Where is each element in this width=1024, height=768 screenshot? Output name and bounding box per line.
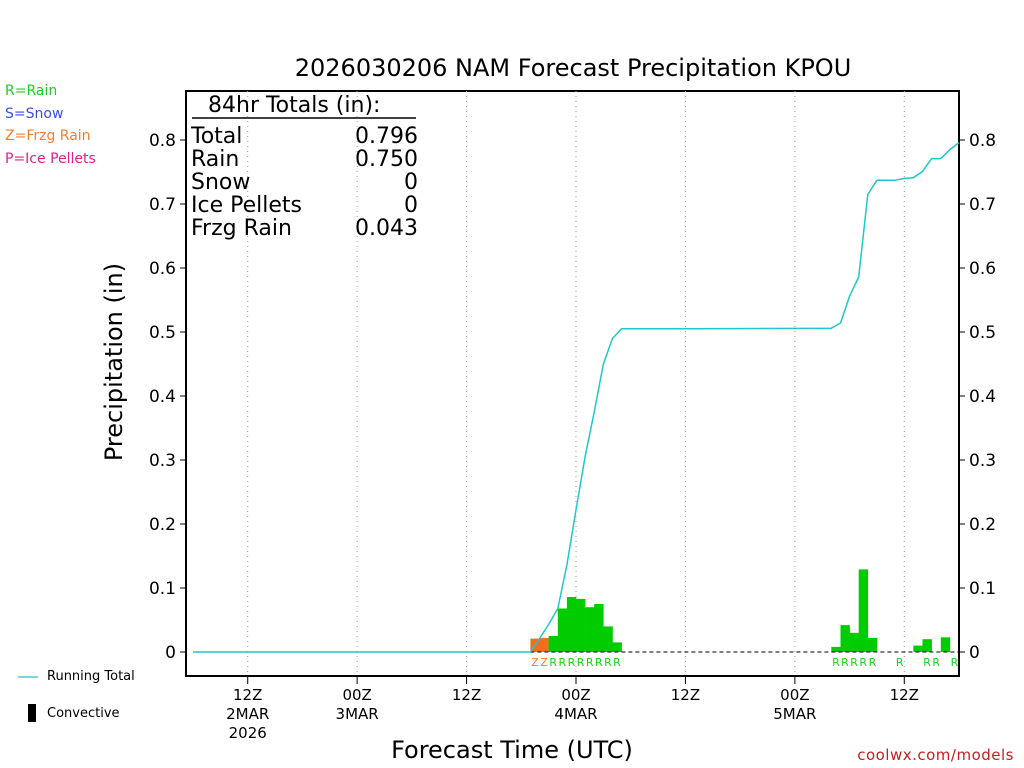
- totals-value-rain: 0.750: [355, 147, 418, 172]
- ptype-label-13: R: [859, 656, 867, 669]
- footer-credit: coolwx.com/models: [857, 746, 1014, 764]
- x-tick-label-6-0: 12Z: [890, 686, 919, 704]
- x-tick-label-4-0: 12Z: [671, 686, 700, 704]
- running-total-legend: Running Total: [47, 669, 135, 684]
- precip-bar-4: [566, 597, 577, 652]
- totals-label-total: Total: [190, 124, 242, 149]
- y-axes: 0 00.1 0.10.2 0.20.3 0.30.4 0.40.5 0.50.6 0.60.…: [149, 131, 996, 663]
- legend-ice-pellets: P=Ice Pellets: [5, 150, 96, 167]
- running-total-polyline: [193, 142, 960, 653]
- precip-bar-5: [576, 598, 586, 652]
- x-axis-label: Forecast Time (UTC): [391, 736, 633, 764]
- y-tick-label-right-3: 0.3: [969, 451, 996, 471]
- ptype-label-8: R: [604, 656, 612, 669]
- ptype-label-17: R: [932, 656, 940, 669]
- ptype-label-14: R: [869, 656, 877, 669]
- y-tick-label-right-2: 0.2: [969, 515, 996, 535]
- precip-bars: [530, 569, 959, 653]
- running-total-line: [193, 142, 960, 653]
- precip-bar-15: [913, 645, 923, 652]
- ptype-label-7: R: [595, 656, 603, 669]
- precip-bar-10: [831, 646, 841, 652]
- plot-frame: [185, 90, 960, 677]
- totals-box: 84hr Totals (in): Total 0.796 Rain 0.750…: [190, 93, 418, 241]
- ptype-label-4: R: [568, 656, 576, 669]
- y-tick-label-right-0: 0: [969, 643, 980, 663]
- y-tick-label-left-8: 0.8: [149, 131, 176, 151]
- y-tick-label-left-7: 0.7: [149, 195, 176, 215]
- y-tick-label-left-4: 0.4: [149, 387, 176, 407]
- precip-bar-3: [557, 608, 568, 652]
- x-tick-label-0-1: 2MAR: [226, 705, 269, 723]
- precip-bar-7: [594, 604, 604, 652]
- totals-label-frzg: Frzg Rain: [191, 216, 292, 241]
- y-tick-label-right-6: 0.6: [969, 259, 996, 279]
- ptype-label-6: R: [586, 656, 594, 669]
- x-tick-label-1-1: 3MAR: [336, 705, 379, 723]
- ptype-label-5: R: [577, 656, 585, 669]
- precip-bar-2: [548, 636, 558, 652]
- y-tick-label-right-5: 0.5: [969, 323, 996, 343]
- y-tick-label-right-4: 0.4: [969, 387, 996, 407]
- ptype-label-2: R: [549, 656, 557, 669]
- convective-legend-swatch: [28, 704, 36, 722]
- x-tick-label-3-0: 00Z: [561, 686, 590, 704]
- y-axis-label: Precipitation (in): [100, 263, 128, 461]
- y-tick-label-left-6: 0.6: [149, 259, 176, 279]
- ptype-label-16: R: [923, 656, 931, 669]
- ptype-label-15: R: [896, 656, 904, 669]
- ptype-label-1: Z: [540, 656, 548, 669]
- totals-label-ice: Ice Pellets: [191, 193, 302, 218]
- chart-title: 2026030206 NAM Forecast Precipitation KP…: [295, 54, 852, 82]
- precip-bar-11: [840, 625, 850, 652]
- legend-snow: S=Snow: [5, 105, 64, 122]
- y-tick-label-left-0: 0: [165, 643, 176, 663]
- convective-legend: Convective: [47, 706, 120, 721]
- x-tick-label-5-0: 00Z: [780, 686, 809, 704]
- ptype-label-9: R: [613, 656, 621, 669]
- totals-value-snow: 0: [404, 170, 418, 195]
- precip-bar-16: [922, 639, 932, 652]
- precip-bar-8: [603, 626, 613, 652]
- totals-heading: 84hr Totals (in):: [208, 93, 380, 118]
- totals-value-frzg: 0.043: [355, 216, 418, 241]
- y-tick-label-left-3: 0.3: [149, 451, 176, 471]
- precip-bar-13: [858, 569, 869, 652]
- precip-bar-14: [867, 637, 878, 652]
- ptype-label-12: R: [850, 656, 858, 669]
- x-tick-label-2-0: 12Z: [452, 686, 481, 704]
- totals-label-snow: Snow: [191, 170, 250, 195]
- ptype-label-18: R: [951, 656, 959, 669]
- grid-lines: [247, 91, 905, 676]
- precip-bar-1: [539, 637, 549, 652]
- precip-bar-6: [585, 607, 595, 652]
- y-tick-label-right-8: 0.8: [969, 131, 996, 151]
- ptype-label-11: R: [841, 656, 849, 669]
- y-tick-label-left-1: 0.1: [149, 579, 176, 599]
- totals-label-rain: Rain: [191, 147, 239, 172]
- ptype-legend: R=Rain S=Snow Z=Frzg Rain P=Ice Pellets: [5, 80, 96, 170]
- precip-bar-12: [849, 632, 859, 652]
- y-tick-label-left-5: 0.5: [149, 323, 176, 343]
- precip-bar-17: [940, 637, 951, 652]
- ptype-label-10: R: [832, 656, 840, 669]
- y-tick-label-right-7: 0.7: [969, 195, 996, 215]
- y-tick-label-left-2: 0.2: [149, 515, 176, 535]
- totals-value-total: 0.796: [355, 124, 418, 149]
- x-tick-label-5-1: 5MAR: [773, 705, 816, 723]
- totals-value-ice: 0: [404, 193, 418, 218]
- x-tick-label-3-1: 4MAR: [554, 705, 597, 723]
- legend-rain: R=Rain: [5, 83, 58, 99]
- legend-frzg-rain: Z=Frzg Rain: [5, 128, 91, 144]
- precip-bar-9: [612, 642, 622, 652]
- x-tick-label-0-2: 2026: [229, 724, 267, 742]
- x-tick-label-0-0: 12Z: [233, 686, 262, 704]
- x-tick-label-1-0: 00Z: [342, 686, 371, 704]
- ptype-label-3: R: [558, 656, 566, 669]
- ptype-label-0: Z: [531, 656, 539, 669]
- y-tick-label-right-1: 0.1: [969, 579, 996, 599]
